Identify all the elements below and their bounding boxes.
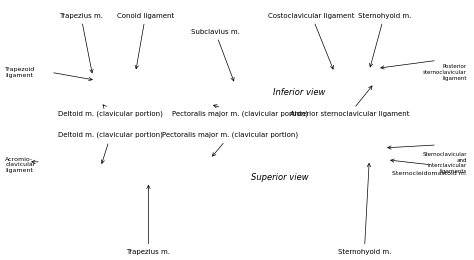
Text: Pectoralis major m. (clavicular portion): Pectoralis major m. (clavicular portion) <box>162 132 298 156</box>
Text: Deltoid m. (clavicular portion): Deltoid m. (clavicular portion) <box>58 132 163 164</box>
Text: Sternoclavicular
and
interclavicular
ligaments: Sternoclavicular and interclavicular lig… <box>422 152 467 174</box>
Text: Sternohyoid m.: Sternohyoid m. <box>337 163 391 255</box>
Text: Costoclavicular ligament: Costoclavicular ligament <box>268 13 355 69</box>
Text: Sternohyoid m.: Sternohyoid m. <box>357 13 411 67</box>
Text: Subclavius m.: Subclavius m. <box>191 29 239 81</box>
Text: Sternocleidomastoid m.: Sternocleidomastoid m. <box>392 171 467 176</box>
Text: Deltoid m. (clavicular portion): Deltoid m. (clavicular portion) <box>58 105 163 117</box>
Text: Anterior sternoclavicular ligament: Anterior sternoclavicular ligament <box>290 86 409 117</box>
Text: Inferior view: Inferior view <box>273 88 326 97</box>
Text: Acromio-
clavicular
ligament: Acromio- clavicular ligament <box>5 157 36 173</box>
Text: Trapezius m.: Trapezius m. <box>59 13 103 73</box>
Text: Trapezius m.: Trapezius m. <box>127 185 171 255</box>
Text: Pectoralis major m. (clavicular portion): Pectoralis major m. (clavicular portion) <box>172 105 308 117</box>
Text: Conoid ligament: Conoid ligament <box>117 13 174 69</box>
Text: Trapezoid
ligament: Trapezoid ligament <box>5 67 36 78</box>
Text: Superior view: Superior view <box>251 173 309 182</box>
Text: Posterior
sternoclavicular
ligament: Posterior sternoclavicular ligament <box>423 64 467 81</box>
